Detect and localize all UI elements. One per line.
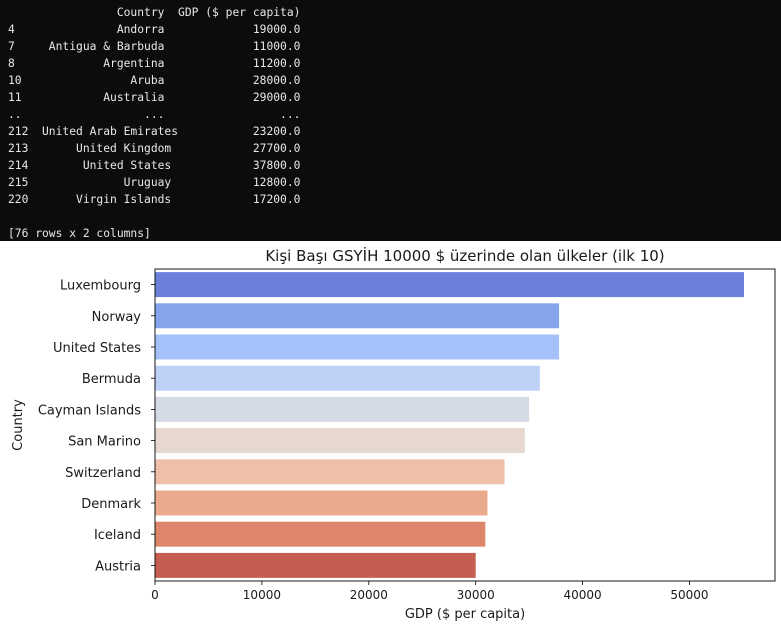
console-line: 212 United Arab Emirates 23200.0 xyxy=(8,125,301,138)
bar-austria xyxy=(155,552,476,578)
bar-luxembourg xyxy=(155,272,744,298)
console-output: Country GDP ($ per capita) 4 Andorra 190… xyxy=(0,0,781,241)
y-tick-label: Norway xyxy=(92,310,142,325)
y-tick-label: Switzerland xyxy=(65,466,141,481)
bar-united-states xyxy=(155,334,560,360)
x-tick-label: 10000 xyxy=(243,588,281,602)
bar-denmark xyxy=(155,490,488,516)
y-tick-label: Austria xyxy=(95,559,141,574)
y-tick-label: San Marino xyxy=(68,435,141,450)
console-line: 10 Aruba 28000.0 xyxy=(8,74,301,87)
console-line: 4 Andorra 19000.0 xyxy=(8,23,301,36)
bar-cayman-islands xyxy=(155,396,530,422)
y-tick-label: Denmark xyxy=(81,497,141,512)
console-line: 215 Uruguay 12800.0 xyxy=(8,176,301,189)
x-tick-label: 40000 xyxy=(563,588,601,602)
y-axis-label: Country xyxy=(11,399,26,451)
y-tick-labels: Luxembourg Norway United States Bermuda Caym… xyxy=(38,279,155,574)
x-axis-label: GDP ($ per capita) xyxy=(405,607,525,622)
bars-group xyxy=(155,272,744,578)
console-line: [76 rows x 2 columns] xyxy=(8,227,151,240)
x-tick-label: 50000 xyxy=(670,588,708,602)
bar-san-marino xyxy=(155,428,525,454)
x-tick-label: 0 xyxy=(151,588,159,602)
dataframe-printout: Country GDP ($ per capita) 4 Andorra 190… xyxy=(0,0,781,242)
chart-panel: Kişi Başı GSYİH 10000 $ üzerinde olan ül… xyxy=(0,241,781,631)
console-line: 213 United Kingdom 27700.0 xyxy=(8,142,301,155)
chart-title: Kişi Başı GSYİH 10000 $ üzerinde olan ül… xyxy=(265,246,664,265)
y-tick-label: Bermuda xyxy=(82,372,141,387)
console-line: 11 Australia 29000.0 xyxy=(8,91,301,104)
y-tick-label: Cayman Islands xyxy=(38,403,141,418)
console-line: Country GDP ($ per capita) xyxy=(116,6,301,19)
bar-iceland xyxy=(155,521,486,547)
console-line: 8 Argentina 11200.0 xyxy=(8,57,301,70)
x-tick-labels: 0 10000 20000 30000 40000 50000 xyxy=(151,581,709,602)
y-tick-label: Luxembourg xyxy=(60,279,141,294)
bar-bermuda xyxy=(155,365,540,391)
console-line: 220 Virgin Islands 17200.0 xyxy=(8,193,301,206)
console-line: .. ... ... xyxy=(8,108,301,121)
console-line: 7 Antigua & Barbuda 11000.0 xyxy=(8,40,301,53)
y-tick-label: United States xyxy=(53,341,141,356)
bar-chart: Kişi Başı GSYİH 10000 $ üzerinde olan ül… xyxy=(11,246,776,622)
console-line: 214 United States 37800.0 xyxy=(8,159,301,172)
x-tick-label: 20000 xyxy=(350,588,388,602)
bar-norway xyxy=(155,303,560,329)
y-tick-label: Iceland xyxy=(94,528,141,543)
bar-switzerland xyxy=(155,459,505,485)
plot-frame xyxy=(154,268,776,582)
x-tick-label: 30000 xyxy=(457,588,495,602)
